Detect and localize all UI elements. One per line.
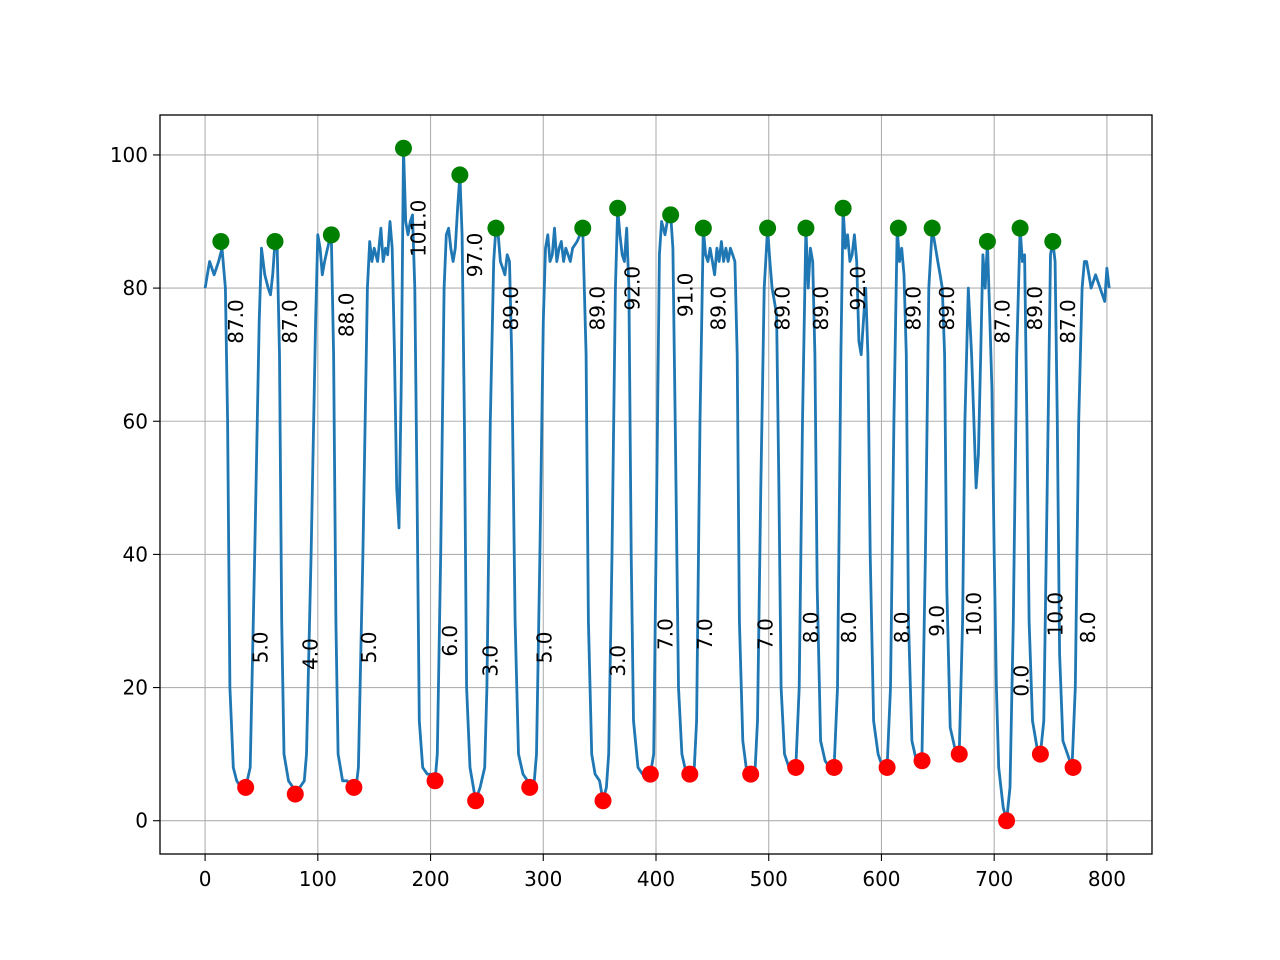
y-tick-label: 100: [110, 143, 148, 167]
peak-label: 91.0: [674, 273, 698, 318]
y-tick-label: 40: [123, 542, 148, 566]
peak-label: 87.0: [224, 299, 248, 344]
y-tick-label: 60: [123, 409, 148, 433]
peak-label: 89.0: [771, 286, 795, 331]
peak-marker: [322, 226, 340, 244]
trough-marker: [950, 745, 968, 763]
trough-label: 4.0: [298, 638, 322, 670]
trough-label: 8.0: [837, 612, 861, 644]
trough-label: 0.0: [1010, 665, 1034, 697]
ticks-layer: 0 100 200 300 400 500 600 700 800 0 20 40 60 80 100: [110, 143, 1126, 891]
y-tick-label: 20: [123, 676, 148, 700]
peak-label: 92.0: [621, 266, 645, 311]
data-labels-layer: 87.0 87.0 88.0 101.0 97.0 89.0 89.0 92.0 91.0 89.…: [224, 200, 1100, 697]
trough-label: 5.0: [357, 632, 381, 664]
peak-marker: [834, 199, 852, 217]
peak-marker: [487, 219, 505, 237]
peak-marker: [889, 219, 907, 237]
trough-marker: [426, 772, 444, 790]
peak-label: 88.0: [334, 293, 358, 338]
peak-marker: [978, 232, 996, 250]
trough-marker: [913, 752, 931, 770]
trough-label: 3.0: [606, 645, 630, 677]
peak-marker: [394, 139, 412, 157]
trough-marker: [467, 792, 485, 810]
trough-label: 3.0: [479, 645, 503, 677]
peak-label: 89.0: [935, 286, 959, 331]
trough-label: 5.0: [249, 632, 273, 664]
y-tick-label: 80: [123, 276, 148, 300]
x-tick-label: 600: [862, 867, 900, 891]
trough-marker: [594, 792, 612, 810]
trough-marker: [641, 765, 659, 783]
trough-label: 7.0: [693, 618, 717, 650]
peak-marker: [759, 219, 777, 237]
x-tick-label: 800: [1088, 867, 1126, 891]
markers-layer: [212, 139, 1082, 830]
peak-label: 92.0: [846, 266, 870, 311]
trough-label: 8.0: [799, 612, 823, 644]
trough-label: 5.0: [533, 632, 557, 664]
x-tick-label: 700: [975, 867, 1013, 891]
peak-marker: [212, 232, 230, 250]
trough-marker: [878, 758, 896, 776]
trough-label: 8.0: [1076, 612, 1100, 644]
trough-marker: [825, 758, 843, 776]
y-tick-label: 0: [135, 809, 148, 833]
trough-marker: [286, 785, 304, 803]
peak-label: 89.0: [809, 286, 833, 331]
x-tick-label: 100: [299, 867, 337, 891]
peak-marker: [923, 219, 941, 237]
x-tick-label: 200: [411, 867, 449, 891]
peak-marker: [694, 219, 712, 237]
peak-marker: [266, 232, 284, 250]
peak-marker: [609, 199, 627, 217]
peak-marker: [1044, 232, 1062, 250]
trough-label: 10.0: [1043, 592, 1067, 637]
trough-marker: [681, 765, 699, 783]
trough-marker: [237, 778, 255, 796]
peak-label: 89.0: [901, 286, 925, 331]
peak-label: 87.0: [990, 299, 1014, 344]
peak-label: 87.0: [1056, 299, 1080, 344]
x-tick-label: 300: [524, 867, 562, 891]
trough-label: 10.0: [962, 592, 986, 637]
peak-label: 101.0: [406, 200, 430, 257]
peak-label: 89.0: [1023, 286, 1047, 331]
x-tick-label: 400: [637, 867, 675, 891]
trough-marker: [521, 778, 539, 796]
peak-marker: [1011, 219, 1029, 237]
trough-marker: [345, 778, 363, 796]
trough-label: 7.0: [653, 618, 677, 650]
peak-label: 87.0: [278, 299, 302, 344]
trough-marker: [1031, 745, 1049, 763]
trough-label: 8.0: [890, 612, 914, 644]
peak-label: 89.0: [586, 286, 610, 331]
x-tick-label: 500: [750, 867, 788, 891]
trough-label: 7.0: [754, 618, 778, 650]
x-tick-label: 0: [199, 867, 212, 891]
peak-marker: [574, 219, 592, 237]
trough-label: 9.0: [925, 605, 949, 637]
trough-marker: [998, 812, 1016, 830]
trough-marker: [787, 758, 805, 776]
peak-label: 89.0: [706, 286, 730, 331]
trough-label: 6.0: [438, 625, 462, 657]
trough-marker: [1064, 758, 1082, 776]
peak-marker: [451, 166, 469, 184]
peak-marker: [797, 219, 815, 237]
peak-marker: [662, 206, 680, 224]
peak-label: 89.0: [499, 286, 523, 331]
peak-label: 97.0: [463, 233, 487, 278]
trough-marker: [742, 765, 760, 783]
